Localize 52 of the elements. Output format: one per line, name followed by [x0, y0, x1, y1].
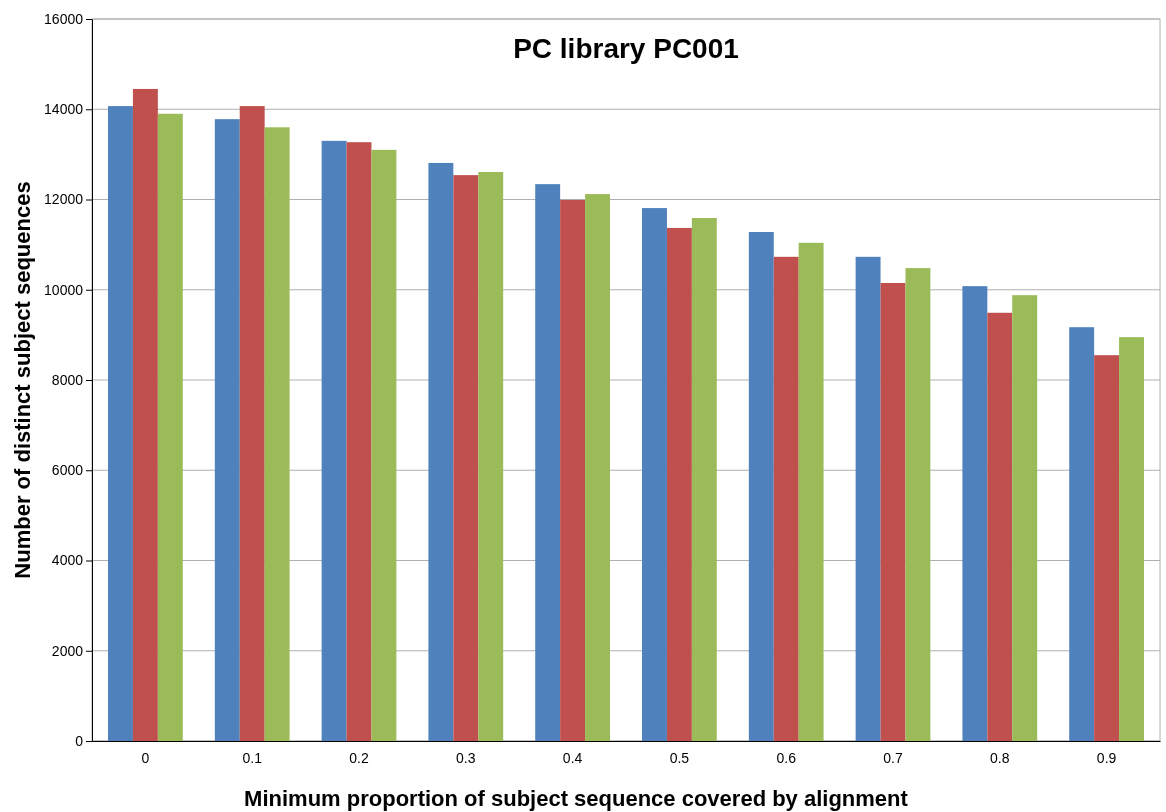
- y-tick-label: 12000: [44, 191, 84, 208]
- x-tick-label: 0.1: [242, 749, 263, 766]
- x-tick-label: 0.6: [776, 749, 797, 766]
- bar: [905, 268, 931, 741]
- bar: [560, 199, 586, 741]
- bar: [585, 194, 610, 741]
- bar: [157, 113, 183, 741]
- bar: [535, 184, 561, 741]
- bar: [987, 312, 1013, 741]
- bar: [855, 256, 881, 741]
- bar: [666, 227, 692, 741]
- bar: [428, 162, 454, 741]
- bar: [453, 175, 479, 741]
- bar: [798, 242, 824, 741]
- x-tick-label: 0.8: [990, 749, 1010, 766]
- bar: [321, 140, 347, 741]
- x-tick-label: 0: [141, 749, 150, 766]
- bar: [239, 106, 265, 741]
- x-tick-label: 0.9: [1096, 749, 1117, 766]
- y-tick-label: 16000: [44, 10, 84, 27]
- x-axis-title: Minimum proportion of subject sequence covered by alignment: [244, 786, 909, 811]
- bar: [1094, 355, 1120, 741]
- bar: [880, 282, 906, 741]
- bar: [132, 88, 158, 741]
- bar: [214, 119, 240, 741]
- bar: [642, 208, 667, 741]
- bar: [748, 231, 774, 741]
- y-tick-label: 14000: [44, 101, 84, 118]
- x-tick-label: 0.5: [669, 749, 690, 766]
- bar: [962, 286, 988, 741]
- x-tick-label: 0.2: [349, 749, 369, 766]
- x-tick-label: 0.7: [883, 749, 903, 766]
- bar: [1012, 295, 1038, 741]
- y-tick-label: 2000: [51, 642, 84, 659]
- x-tick-label: 0.4: [562, 749, 583, 766]
- y-axis-title: Number of distinct subject sequences: [10, 181, 35, 579]
- bar: [691, 218, 717, 741]
- bar: [1119, 337, 1144, 741]
- bar: [478, 171, 504, 741]
- y-tick-label: 0: [75, 732, 84, 749]
- bar: [371, 149, 397, 741]
- bar: [346, 142, 372, 741]
- bar: [773, 256, 799, 741]
- y-tick-label: 6000: [51, 462, 84, 479]
- bar: [1069, 327, 1095, 741]
- y-tick-label: 8000: [51, 371, 84, 388]
- y-tick-label: 10000: [44, 281, 84, 298]
- text: PC library PC001: [513, 33, 739, 64]
- y-tick-label: 4000: [51, 552, 84, 569]
- bar: [264, 127, 290, 741]
- bar: [108, 106, 133, 741]
- x-tick-label: 0.3: [456, 749, 476, 766]
